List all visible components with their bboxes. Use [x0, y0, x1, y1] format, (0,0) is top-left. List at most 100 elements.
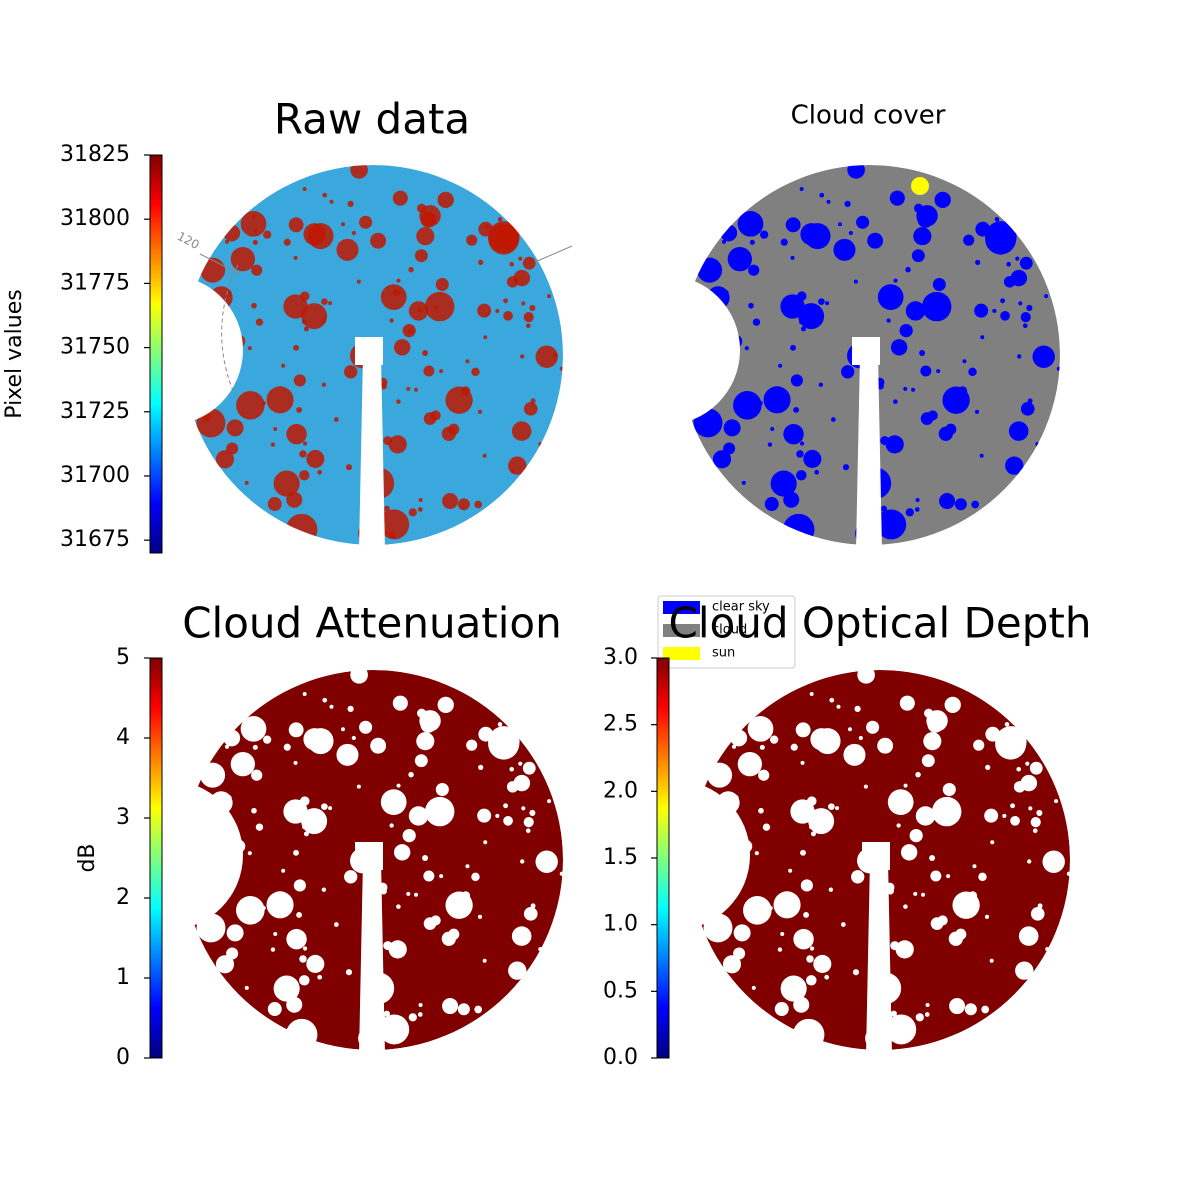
cloud-gap	[336, 238, 359, 261]
cloud-gap	[737, 210, 764, 237]
cloud-gap	[844, 200, 851, 207]
legend-swatch	[663, 647, 700, 660]
cloud-gap	[406, 386, 411, 391]
cloud-gap	[914, 307, 919, 313]
cloud-gap	[916, 205, 938, 227]
colorbar-tick-label: 31750	[60, 335, 130, 360]
panel-title: Cloud cover	[791, 101, 946, 131]
cloud-gap	[760, 733, 765, 738]
cloud-gap	[1035, 441, 1040, 447]
cloud-gap	[364, 1004, 374, 1014]
cloud-gap	[523, 907, 538, 921]
cloud-gap	[828, 803, 835, 811]
cloud-gap	[457, 1003, 470, 1016]
cloud-gap	[522, 761, 536, 775]
cloud-gap	[790, 743, 798, 751]
cloud-gap	[457, 498, 470, 511]
cloud-gap	[478, 764, 484, 771]
cloud-gap	[1017, 354, 1022, 359]
cloud-gap	[302, 186, 307, 191]
cloud-gap	[1015, 961, 1034, 980]
cloud-gap	[971, 500, 980, 509]
colorbar-tick-label: 1.5	[603, 845, 638, 870]
cloud-gap	[780, 294, 805, 319]
cloud-gap	[778, 363, 783, 368]
cloud-gap	[370, 737, 387, 754]
cloud-gap	[803, 449, 822, 468]
cloud-gap	[281, 363, 286, 368]
cloud-gap	[509, 261, 514, 267]
cloud-gap	[921, 291, 952, 322]
cloud-gap	[942, 386, 970, 414]
cloud-gap	[1029, 761, 1043, 775]
cloud-gap	[806, 955, 814, 963]
cloud-gap	[483, 335, 488, 340]
cloud-gap	[302, 691, 307, 696]
cloud-gap	[244, 480, 249, 485]
cloud-gap	[806, 975, 817, 986]
cloud-gap	[790, 799, 815, 824]
colorbar-tick-label: 4	[116, 725, 130, 750]
cloud-gap	[871, 1004, 881, 1014]
cloud-gap	[1010, 269, 1028, 287]
cloud-gap	[273, 931, 278, 937]
cloud-gap	[482, 958, 487, 963]
cloud-gap	[466, 234, 478, 246]
cloud-gap	[762, 823, 771, 831]
cloud-gap	[985, 223, 1017, 255]
cloud-gap	[944, 696, 961, 714]
cloud-gap	[770, 426, 775, 432]
cloud-gap	[240, 210, 267, 237]
cloud-gap	[345, 464, 353, 471]
cloud-gap	[1066, 871, 1071, 876]
cloud-gap	[1025, 761, 1030, 766]
cloud-gap	[388, 435, 407, 454]
cloud-gap	[826, 199, 831, 204]
cloud-gap	[764, 497, 779, 512]
cloud-gap	[317, 469, 323, 475]
cloud-gap	[228, 836, 236, 845]
cloud-gap	[800, 849, 806, 856]
cloud-gap	[471, 367, 480, 377]
cloud-gap	[253, 228, 258, 233]
cloud-gap	[424, 291, 455, 322]
cloud-gap	[1019, 256, 1033, 270]
cloud-gap	[893, 278, 898, 283]
cloud-gap	[718, 846, 725, 853]
cloud-gap	[716, 791, 740, 815]
cloud-gap	[215, 812, 228, 824]
cloud-gap	[283, 743, 291, 751]
cloud-gap	[416, 227, 435, 246]
cloud-gap	[842, 464, 850, 471]
cloud-gap	[474, 500, 483, 509]
cloud-gap	[942, 783, 956, 797]
cloud-gap	[379, 1014, 410, 1045]
cloud-gap	[296, 406, 303, 413]
cloud-gap	[758, 807, 764, 814]
cloud-gap	[859, 467, 892, 499]
cloud-gap	[389, 318, 394, 323]
cloud-gap	[340, 222, 345, 227]
cloud-gap	[809, 691, 814, 696]
cloud-gap	[285, 1018, 318, 1051]
cloud-gap	[780, 931, 785, 937]
cloud-gap	[423, 365, 435, 377]
cloud-gap	[949, 998, 966, 1015]
cloud-gap	[232, 334, 246, 348]
cloud-gap	[800, 326, 806, 332]
cloud-gap	[306, 449, 325, 468]
cloud-gap	[267, 1002, 282, 1017]
cloud-gap	[408, 1013, 417, 1022]
cloud-gap	[321, 382, 327, 387]
cloud-gap	[333, 417, 339, 422]
cloud-gap	[723, 419, 741, 437]
cloud-gap	[819, 192, 825, 198]
cloud-gap	[523, 312, 534, 323]
cloud-gap	[706, 286, 730, 310]
cloud-gap	[994, 217, 1000, 222]
cloud-gap	[347, 705, 354, 712]
cloud-gap	[705, 886, 721, 902]
cloud-gap	[379, 509, 410, 540]
cloud-gap	[979, 453, 984, 458]
cloud-gap	[351, 230, 356, 236]
